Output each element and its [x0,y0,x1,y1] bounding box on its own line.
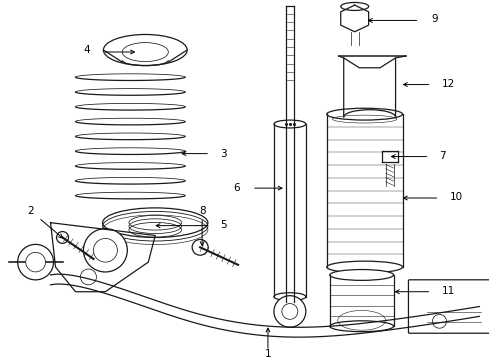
FancyBboxPatch shape [409,280,490,333]
Ellipse shape [330,321,393,332]
Text: 12: 12 [441,78,455,89]
Circle shape [56,231,69,243]
Circle shape [83,229,127,272]
Ellipse shape [330,270,393,280]
Text: 2: 2 [27,206,34,216]
Circle shape [192,239,208,255]
Text: 8: 8 [199,206,205,216]
Text: 10: 10 [449,192,463,202]
Ellipse shape [274,293,306,301]
Ellipse shape [274,120,306,128]
Text: 7: 7 [440,150,446,161]
Text: 6: 6 [233,183,240,193]
Ellipse shape [341,3,368,10]
Text: 9: 9 [432,14,438,24]
Circle shape [18,244,53,280]
Text: 4: 4 [84,45,91,55]
Text: 5: 5 [220,220,227,230]
Text: 3: 3 [220,149,227,159]
Ellipse shape [327,108,403,120]
Ellipse shape [327,261,403,273]
Circle shape [274,296,306,327]
Text: 11: 11 [441,286,455,296]
Text: 1: 1 [265,349,271,359]
